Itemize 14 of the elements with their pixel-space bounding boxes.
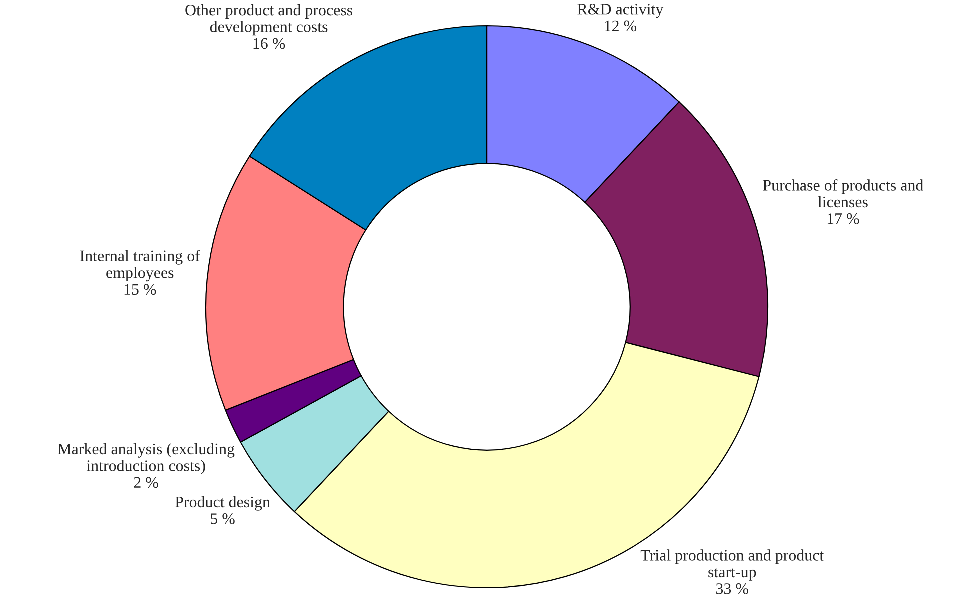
slice-label: Trial production and product start-up (640, 550, 824, 581)
data-label: 15 % (124, 284, 156, 296)
data-label: 12 % (605, 20, 637, 32)
data-label: 33 % (716, 584, 748, 594)
slice-label: Product design (176, 496, 270, 511)
slice-label: Other product and process development costs (186, 4, 353, 36)
data-label: 2 % (134, 477, 158, 488)
slice-label: Internal training of employees (80, 250, 200, 282)
slice-label: Marked analysis (excluding introduction costs) (58, 443, 235, 475)
slice-label: R&D activity (578, 4, 664, 18)
data-label: 17 % (828, 214, 860, 224)
slice-label: Purchase of products and licenses (763, 179, 924, 208)
data-label: 16 % (254, 38, 286, 50)
data-label: 5 % (211, 514, 235, 524)
